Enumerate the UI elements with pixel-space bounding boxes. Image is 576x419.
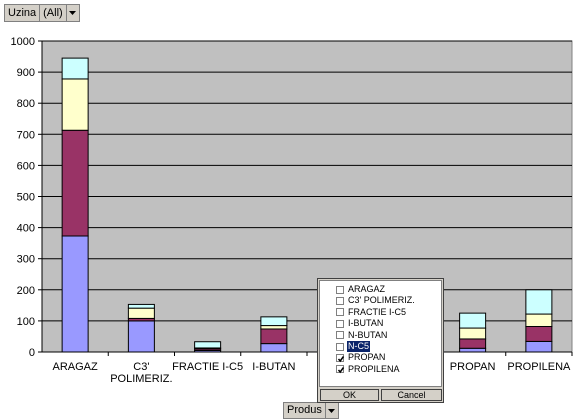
filter-item[interactable]: N-C5 <box>336 341 371 352</box>
bar-segment <box>459 347 487 353</box>
x-tick-label: PROPILENA <box>507 361 571 373</box>
bar-segment <box>260 343 288 353</box>
bar-segment <box>459 327 487 340</box>
bar-segment <box>61 129 89 237</box>
filter-item-checkbox[interactable] <box>336 296 344 305</box>
filter-item-label: I-BUTAN <box>348 318 384 329</box>
bar-segment <box>127 320 155 353</box>
filter-item[interactable]: PROPAN <box>336 352 386 363</box>
filter-item-label: PROPAN <box>348 352 386 363</box>
filter-item[interactable]: FRACTIE I-C5 <box>336 307 407 318</box>
y-tick-label: 900 <box>17 67 35 79</box>
bar-segment <box>194 341 222 349</box>
bar-segment <box>459 312 487 329</box>
bar-segment <box>525 289 553 315</box>
bar-segment <box>260 316 288 327</box>
bar-segment <box>525 325 553 342</box>
bar-segment <box>459 338 487 349</box>
x-tick-label: POLIMERIZ. <box>110 373 172 385</box>
y-tick-label: 1000 <box>11 36 35 48</box>
filter-item-list[interactable]: ARAGAZ C3' POLIMERIZ. FRACTIE I-C5 I-BUTAN N… <box>319 280 442 387</box>
x-tick-label: FRACTIE I-C5 <box>172 361 243 373</box>
category-field-label: Produs <box>287 404 322 416</box>
filter-item-checkbox[interactable] <box>336 353 345 363</box>
bar-segment <box>127 307 155 319</box>
checkmark-icon <box>337 355 345 363</box>
bar-segment <box>127 303 155 309</box>
bar-segment <box>525 313 553 327</box>
filter-item-checkbox[interactable] <box>336 308 344 317</box>
filter-item-label: N-C5 <box>347 341 371 352</box>
category-field-produs[interactable]: Produs <box>283 402 339 419</box>
x-tick-label: PROPAN <box>450 361 496 373</box>
filter-item-label: FRACTIE I-C5 <box>348 306 407 317</box>
y-tick-label: 400 <box>17 223 35 235</box>
x-tick-label: I-BUTAN <box>252 361 295 373</box>
filter-item-label: PROPILENA <box>348 363 400 374</box>
filter-item-checkbox[interactable] <box>336 342 344 351</box>
page-field-dropdown-button[interactable] <box>65 5 79 21</box>
filter-item-checkbox[interactable] <box>336 319 344 328</box>
page-field-uzina[interactable]: Uzina (All) <box>4 4 80 22</box>
cancel-button[interactable]: Cancel <box>381 389 442 401</box>
y-tick-label: 800 <box>17 98 35 110</box>
checkmark-icon <box>337 367 345 374</box>
y-tick-label: 700 <box>17 129 35 141</box>
filter-dropdown-panel: ARAGAZ C3' POLIMERIZ. FRACTIE I-C5 I-BUTAN N… <box>317 278 444 403</box>
y-tick-label: 300 <box>17 254 35 266</box>
filter-item[interactable]: N-BUTAN <box>336 330 388 341</box>
bar-segment <box>260 325 288 330</box>
filter-item[interactable]: PROPILENA <box>336 364 401 375</box>
bar-segment <box>61 57 89 80</box>
y-tick-label: 0 <box>29 347 35 359</box>
page-field-label: Uzina <box>5 5 41 21</box>
category-field-dropdown-button[interactable] <box>324 403 338 418</box>
bar-segment <box>260 328 288 345</box>
bar-segment <box>61 235 89 353</box>
filter-item-label: ARAGAZ <box>348 284 386 294</box>
filter-item[interactable]: ARAGAZ <box>336 284 386 295</box>
x-tick-label: C3' <box>133 361 149 373</box>
bar-segment <box>61 78 89 131</box>
filter-item[interactable]: C3' POLIMERIZ. <box>336 295 416 306</box>
filter-item-checkbox[interactable] <box>336 285 344 294</box>
y-tick-label: 200 <box>17 285 35 297</box>
filter-item-checkbox[interactable] <box>336 365 345 374</box>
y-tick-label: 600 <box>17 160 35 172</box>
filter-item-label: N-BUTAN <box>348 329 388 340</box>
x-tick-label: ARAGAZ <box>53 361 99 373</box>
ok-button[interactable]: OK <box>320 389 379 401</box>
chevron-down-icon <box>328 408 336 413</box>
filter-item[interactable]: I-BUTAN <box>336 318 384 329</box>
y-tick-label: 500 <box>17 192 35 204</box>
bar-segment <box>525 340 553 353</box>
page-field-value[interactable]: (All) <box>40 5 66 21</box>
filter-item-checkbox[interactable] <box>336 331 344 340</box>
y-tick-label: 100 <box>17 316 35 328</box>
chevron-down-icon <box>69 11 77 15</box>
filter-item-label: C3' POLIMERIZ. <box>348 295 415 306</box>
